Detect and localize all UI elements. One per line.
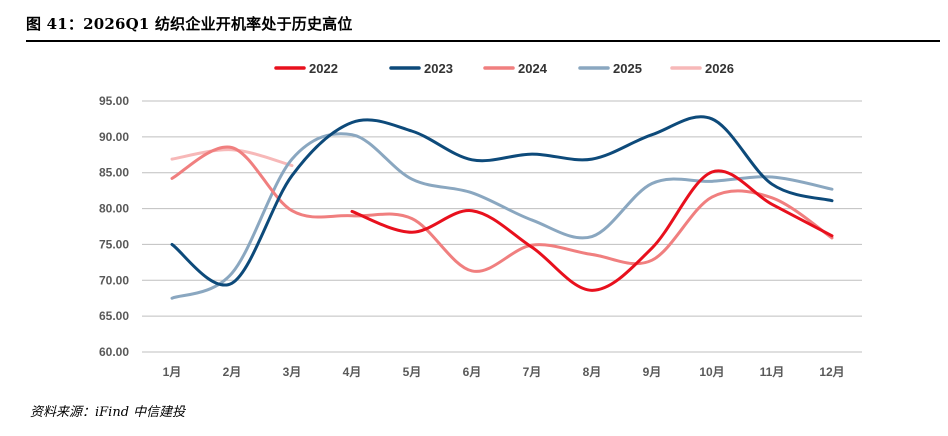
legend-label-2022: 2022 bbox=[309, 61, 338, 76]
x-tick-label: 5月 bbox=[403, 365, 422, 379]
legend-label-2026: 2026 bbox=[705, 61, 734, 76]
series-line-2022 bbox=[350, 169, 834, 292]
legend-label-2023: 2023 bbox=[424, 61, 453, 76]
x-tick-label: 3月 bbox=[283, 365, 302, 379]
series-line-2023 bbox=[170, 115, 834, 287]
x-tick-label: 9月 bbox=[643, 365, 662, 379]
y-tick-label: 70.00 bbox=[99, 273, 129, 287]
y-tick-label: 75.00 bbox=[99, 237, 129, 251]
legend-label-2025: 2025 bbox=[613, 61, 642, 76]
x-tick-label: 2月 bbox=[223, 365, 242, 379]
y-tick-label: 80.00 bbox=[99, 202, 129, 216]
x-tick-label: 11月 bbox=[760, 365, 785, 379]
gridlines bbox=[142, 100, 862, 353]
y-axis-ticks: 60.00 65.00 70.00 75.00 80.00 85.00 90.00 95.00 bbox=[99, 94, 129, 359]
x-tick-label: 7月 bbox=[523, 365, 542, 379]
x-tick-label: 10月 bbox=[699, 365, 724, 379]
series-lines bbox=[170, 115, 834, 300]
title-divider bbox=[26, 40, 940, 42]
y-tick-label: 90.00 bbox=[99, 130, 129, 144]
x-tick-label: 4月 bbox=[343, 365, 362, 379]
x-tick-label: 12月 bbox=[819, 365, 844, 379]
legend-label-2024: 2024 bbox=[518, 61, 548, 76]
y-tick-label: 95.00 bbox=[99, 94, 129, 108]
x-tick-label: 6月 bbox=[463, 365, 482, 379]
source-note: 资料来源：iFind 中信建投 bbox=[30, 405, 186, 420]
legend: 2022 2023 2024 2025 2026 bbox=[274, 61, 734, 76]
series-line-2026 bbox=[170, 148, 294, 168]
x-axis-ticks: 1月 2月 3月 4月 5月 6月 7月 8月 9月 10月 11月 12月 bbox=[163, 365, 845, 379]
x-tick-label: 1月 bbox=[163, 365, 182, 379]
series-line-2024 bbox=[170, 145, 834, 273]
y-tick-label: 65.00 bbox=[99, 309, 129, 323]
x-tick-label: 8月 bbox=[583, 365, 602, 379]
y-tick-label: 60.00 bbox=[99, 345, 129, 359]
figure-title: 图 41：2026Q1 纺织企业开机率处于历史高位 bbox=[26, 15, 353, 33]
y-tick-label: 85.00 bbox=[99, 166, 129, 180]
